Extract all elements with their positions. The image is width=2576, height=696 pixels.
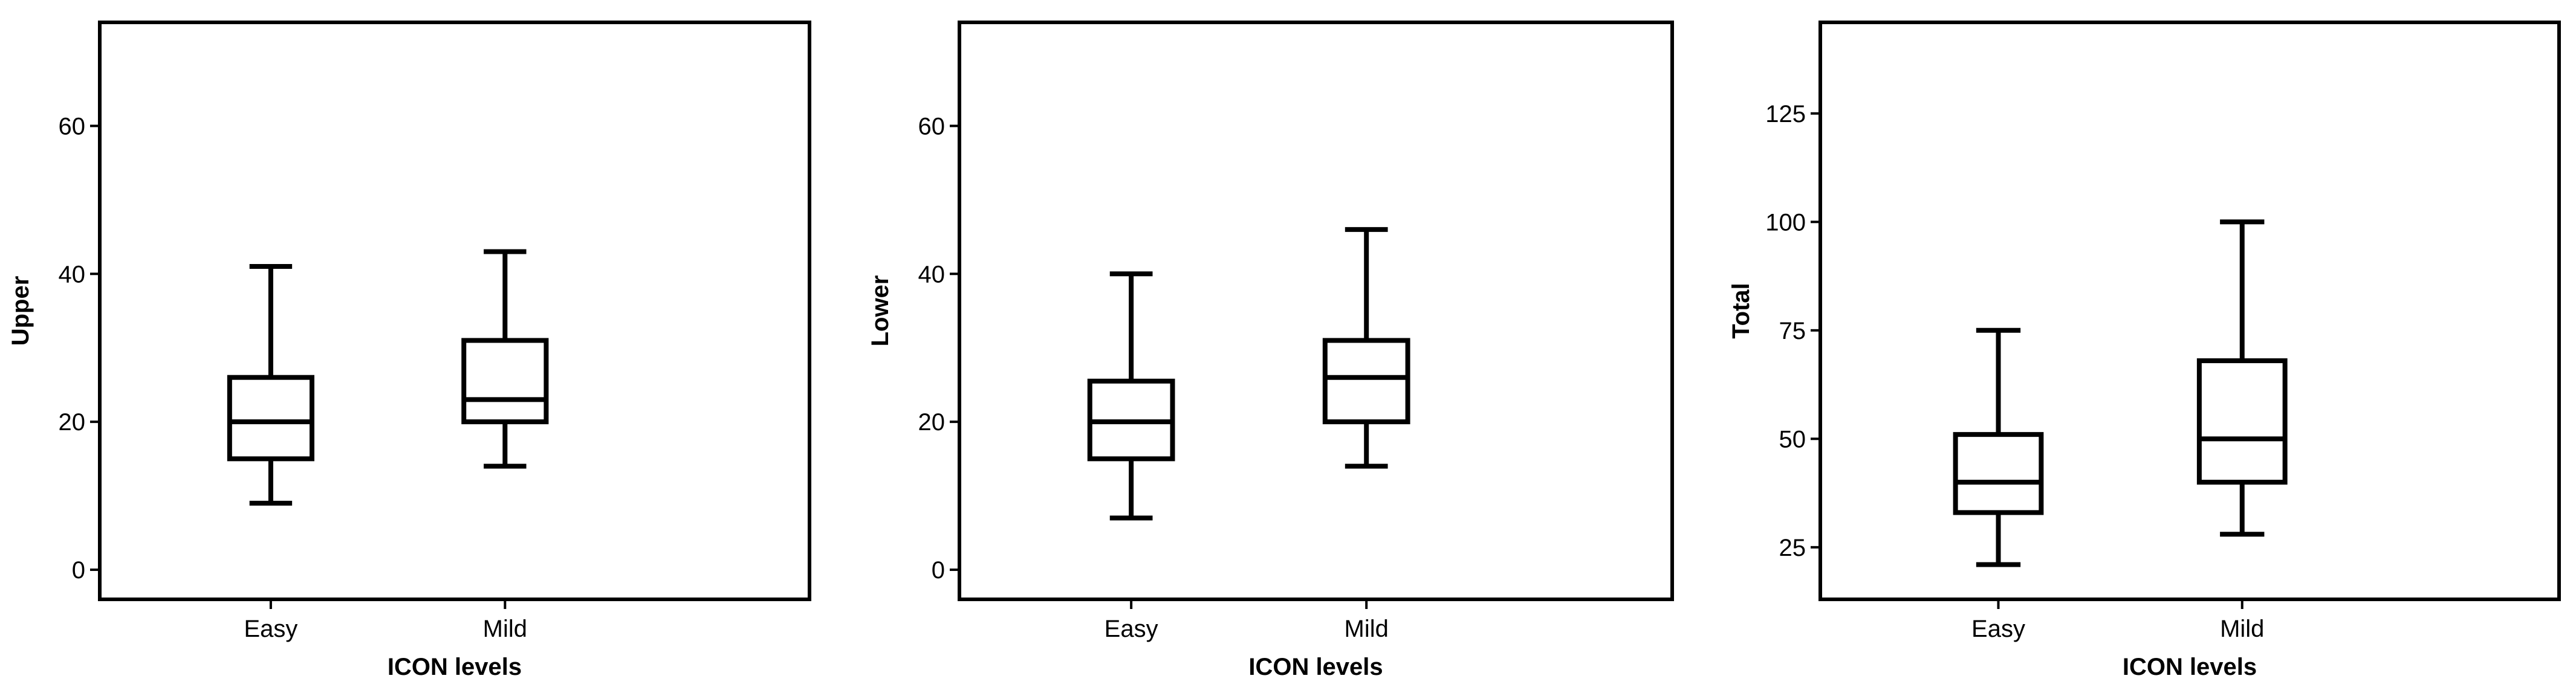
y-tick-label: 75	[1779, 318, 1806, 344]
y-tick-label: 125	[1765, 101, 1806, 127]
x-tick-label: Easy	[1971, 616, 2025, 642]
box-plot-easy	[1087, 271, 1175, 521]
y-tick-label: 60	[918, 113, 946, 140]
plot-frame	[958, 21, 1674, 601]
y-tick-label: 50	[1779, 426, 1806, 453]
y-tick-label: 25	[1779, 535, 1806, 561]
x-tick-label: Mild	[483, 616, 527, 642]
iqr-box	[1322, 338, 1410, 425]
x-tick-label: Mild	[2220, 616, 2264, 642]
plot-frame	[1818, 21, 2561, 601]
y-axis-title: Total	[1728, 283, 1754, 339]
chart-panel-3: 25 50 75 100 125 Easy Mild ICON levels Total	[1728, 21, 2561, 680]
chart-panel-2: 0 20 40 60 Easy Mild ICON levels Lower	[867, 21, 1674, 680]
plot-frame	[98, 21, 811, 601]
x-axis-title: ICON levels	[2123, 654, 2257, 680]
y-axis-title: Lower	[867, 276, 894, 347]
x-tick-label: Easy	[244, 616, 297, 642]
x-axis-title: ICON levels	[388, 654, 522, 680]
y-tick-label: 40	[59, 261, 86, 288]
iqr-box	[1953, 432, 2044, 515]
y-tick-label: 40	[918, 261, 946, 288]
y-tick-label: 20	[918, 409, 946, 436]
y-tick-label: 60	[59, 113, 86, 140]
iqr-box	[461, 338, 549, 425]
box-plot-easy	[1953, 327, 2044, 567]
chart-panel-1: 0 20 40 60 Easy Mild ICON levels Upper	[7, 21, 811, 680]
y-tick-label: 0	[932, 557, 945, 584]
box-plot-easy	[227, 264, 315, 506]
box-plot-mild	[1322, 227, 1410, 469]
x-tick-label: Mild	[1345, 616, 1389, 642]
box-plot-mild	[461, 249, 549, 469]
y-tick-label: 20	[59, 409, 86, 436]
iqr-box	[2196, 358, 2288, 485]
y-tick-label: 0	[72, 557, 85, 584]
x-axis-title: ICON levels	[1248, 654, 1383, 680]
y-axis-title: Upper	[7, 276, 34, 346]
y-tick-label: 100	[1765, 209, 1806, 236]
iqr-box	[227, 375, 315, 462]
x-tick-label: Easy	[1105, 616, 1158, 642]
box-plot-mild	[2196, 219, 2288, 537]
